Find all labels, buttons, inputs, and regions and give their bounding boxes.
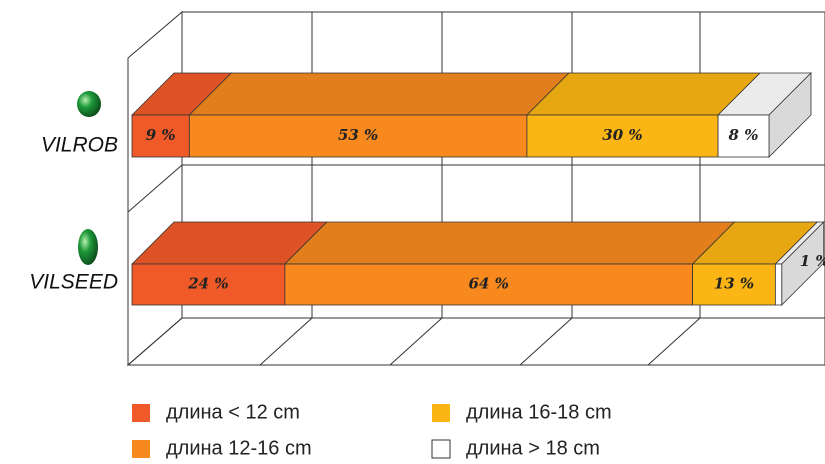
bar xyxy=(131,263,286,306)
data-label: 8 % xyxy=(729,126,759,144)
chart-box xyxy=(126,10,825,367)
icon xyxy=(77,91,101,117)
icon xyxy=(78,229,98,265)
category-label: VILROB xyxy=(41,134,118,157)
bar xyxy=(717,114,770,158)
bar-top xyxy=(283,221,736,265)
legend-label: длина > 18 cm xyxy=(466,437,600,459)
data-label: 13 % xyxy=(714,275,754,293)
data-label: 30 % xyxy=(602,126,642,144)
bar-top xyxy=(188,72,570,116)
data-label: 1 % xyxy=(800,252,825,270)
legend-label: длина 16-18 cm xyxy=(466,401,612,423)
data-label: 24 % xyxy=(187,275,228,293)
legend-swatch xyxy=(132,440,150,458)
data-label: 53 % xyxy=(338,126,378,144)
category-label: VILSEED xyxy=(29,271,118,294)
legend-swatch xyxy=(431,439,451,459)
legend-label: длина < 12 cm xyxy=(166,401,300,423)
bar xyxy=(692,263,776,306)
legend-label: длина 12-16 cm xyxy=(166,437,312,459)
bar xyxy=(526,114,719,158)
legend-swatch xyxy=(432,404,450,422)
bar xyxy=(284,263,693,306)
data-label: 64 % xyxy=(469,275,509,293)
bar xyxy=(188,114,528,158)
legend-swatch xyxy=(132,404,150,422)
bar xyxy=(774,263,783,306)
data-label: 9 % xyxy=(146,126,176,144)
